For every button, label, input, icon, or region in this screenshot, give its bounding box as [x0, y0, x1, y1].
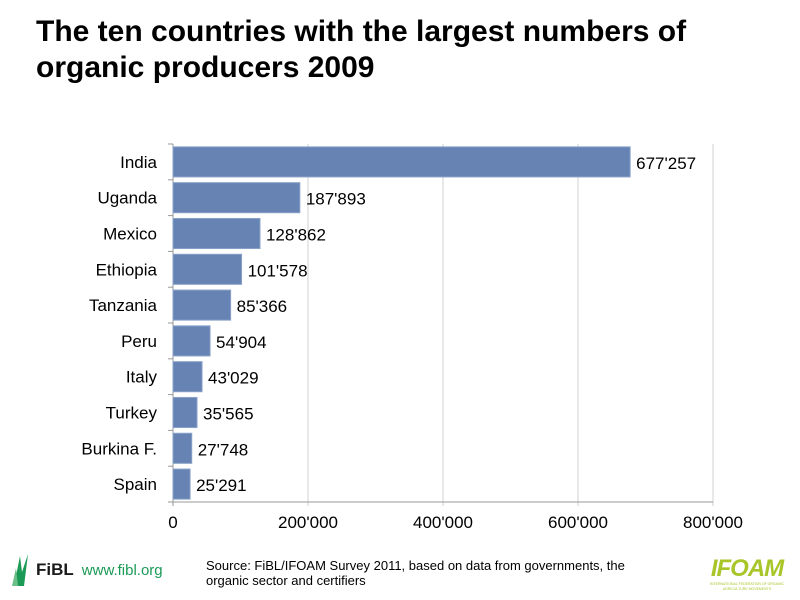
category-label: Mexico [103, 225, 157, 244]
category-label: Peru [121, 332, 157, 351]
bar [172, 253, 243, 285]
category-label: Uganda [97, 189, 157, 208]
bar [172, 289, 232, 321]
category-label: Burkina F. [81, 439, 157, 458]
x-tick-label: 400'000 [413, 513, 473, 532]
ifoam-logo-subtitle: INTERNATIONAL FEDERATION OF ORGANIC AGRI… [709, 582, 785, 591]
fibl-logo: FiBL www.fibl.org [10, 552, 163, 588]
category-label: Spain [114, 475, 157, 494]
category-label: India [120, 153, 157, 172]
data-label: 27'748 [198, 440, 249, 459]
bar [172, 325, 211, 357]
fibl-leaf-icon [12, 554, 28, 586]
bar [172, 396, 198, 429]
category-label: Ethiopia [96, 260, 158, 279]
data-label: 101'578 [248, 261, 308, 280]
bar-chart: 0 200'000 400'000 600'000 800'000 India 677'25… [81, 143, 743, 532]
x-tick-label: 800'000 [683, 513, 743, 532]
bar [172, 468, 191, 500]
fibl-url[interactable]: www.fibl.org [81, 561, 163, 579]
category-label: Turkey [106, 404, 158, 423]
source-note: Source: FiBL/IFOAM Survey 2011, based on… [206, 558, 625, 588]
bar [172, 432, 193, 464]
x-tick-label: 200'000 [278, 513, 338, 532]
data-label: 85'366 [237, 297, 288, 316]
category-label: Tanzania [89, 296, 158, 315]
bar [172, 361, 203, 393]
ifoam-logo: IFOAM INTERNATIONAL FEDERATION OF ORGANI… [706, 556, 788, 592]
x-tick-label: 0 [168, 513, 177, 532]
data-label: 54'904 [216, 333, 267, 352]
data-label: 187'893 [306, 190, 366, 209]
data-label: 25'291 [196, 476, 247, 495]
data-label: 677'257 [636, 154, 696, 173]
category-label: Italy [126, 368, 158, 387]
data-label: 43'029 [208, 369, 259, 388]
ifoam-logo-text: IFOAM [710, 555, 784, 582]
data-label: 35'565 [203, 405, 254, 424]
chart-title: The ten countries with the largest numbe… [36, 15, 687, 84]
data-label: 128'862 [266, 226, 326, 245]
bar [172, 217, 261, 250]
x-tick-label: 600'000 [548, 513, 608, 532]
bar [172, 182, 301, 214]
bar [172, 146, 631, 178]
fibl-name: FiBL [36, 560, 74, 579]
